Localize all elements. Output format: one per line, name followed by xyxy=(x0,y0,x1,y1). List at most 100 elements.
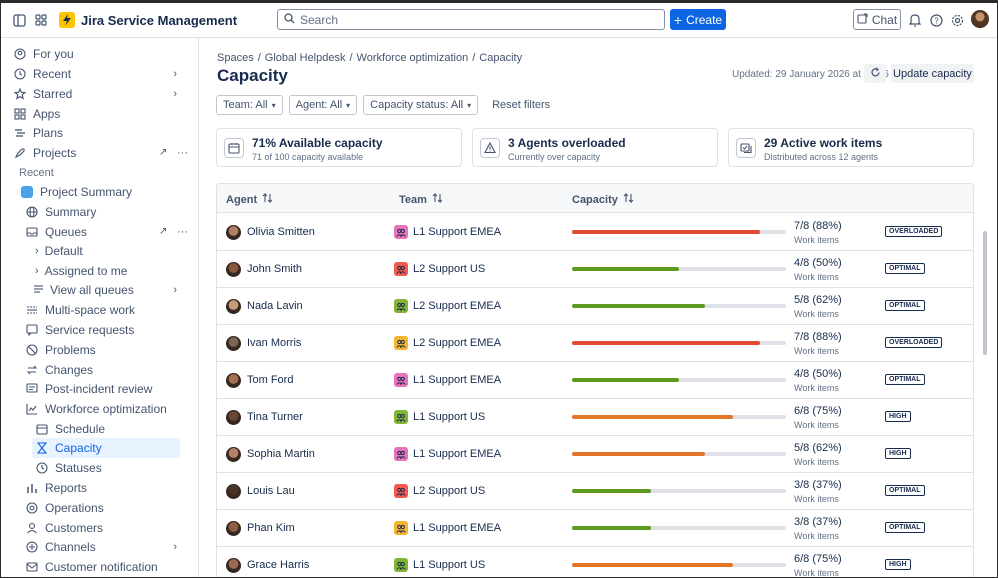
sidebar-item-view-all-queues[interactable]: View all queues › xyxy=(33,280,189,299)
table-row[interactable]: John Smith L2 Support US 4/8 (50%) Work ite… xyxy=(217,251,973,288)
settings-gear-icon[interactable] xyxy=(948,11,966,29)
agent-name[interactable]: Tom Ford xyxy=(247,374,294,386)
table-row[interactable]: Louis Lau L2 Support US 3/8 (37%) Work item… xyxy=(217,473,973,510)
user-avatar[interactable] xyxy=(971,10,989,28)
table-row[interactable]: Ivan Morris L2 Support EMEA 7/8 (88%) Work … xyxy=(217,325,973,362)
column-label: Team xyxy=(399,193,427,206)
app-logo[interactable]: Jira Service Management xyxy=(59,12,237,28)
sort-icon xyxy=(623,192,634,206)
reset-filters-button[interactable]: Reset filters xyxy=(492,99,551,111)
table-row[interactable]: Phan Kim L1 Support EMEA 3/8 (37%) Work ite… xyxy=(217,510,973,547)
agent-name[interactable]: Olivia Smitten xyxy=(247,226,315,238)
capacity-status-filter-dropdown[interactable]: Capacity status: All ▾ xyxy=(363,95,479,115)
table-row[interactable]: Tom Ford L1 Support EMEA 4/8 (50%) Work ite… xyxy=(217,362,973,399)
agent-avatar xyxy=(226,299,241,314)
table-row[interactable]: Olivia Smitten L1 Support EMEA 7/8 (88%) Wo… xyxy=(217,214,973,251)
filter-bar: Team: All ▾ Agent: All ▾ Capacity status: … xyxy=(216,95,550,115)
agent-name[interactable]: John Smith xyxy=(247,263,303,275)
column-header-capacity[interactable]: Capacity xyxy=(572,192,634,206)
breadcrumb-item[interactable]: Workforce optimization xyxy=(356,52,469,64)
external-link-icon[interactable]: ↗ xyxy=(159,147,168,158)
search-input[interactable]: Search xyxy=(277,9,665,30)
sidebar-item-customer-notification[interactable]: Customer notification xyxy=(25,557,158,576)
sidebar-item-apps[interactable]: Apps xyxy=(13,104,60,123)
team-filter-dropdown[interactable]: Team: All ▾ xyxy=(216,95,283,115)
capacity-value: 5/8 (62%) xyxy=(794,294,842,306)
sidebar-item-service-requests[interactable]: Service requests xyxy=(25,320,134,339)
card-title: 29 Active work items xyxy=(764,136,883,150)
sidebar-item-queues[interactable]: Queues ↗ ··· xyxy=(25,222,188,241)
chevron-down-icon: ▾ xyxy=(271,100,276,110)
table-row[interactable]: Sophia Martin L1 Support EMEA 5/8 (62%) Wor… xyxy=(217,436,973,473)
sidebar-item-capacity[interactable]: Capacity xyxy=(32,438,180,458)
sidebar-item-for-you[interactable]: For you xyxy=(13,44,74,63)
scrollbar[interactable] xyxy=(983,231,987,355)
sidebar-label: Schedule xyxy=(55,421,106,436)
chat-button[interactable]: Chat xyxy=(853,9,901,30)
agent-filter-dropdown[interactable]: Agent: All ▾ xyxy=(288,95,358,115)
sidebar-item-recent[interactable]: Recent › xyxy=(13,64,189,83)
agent-name[interactable]: Phan Kim xyxy=(247,522,295,534)
sidebar-item-reports[interactable]: Reports xyxy=(25,478,87,497)
sidebar-label: Projects xyxy=(33,145,77,160)
card-subtitle: 71 of 100 capacity available xyxy=(252,152,364,162)
refresh-button[interactable] xyxy=(864,64,886,83)
sidebar-label: Plans xyxy=(33,125,64,140)
app-switcher-icon[interactable] xyxy=(31,10,51,30)
more-options-icon[interactable]: ··· xyxy=(177,225,188,238)
agent-avatar xyxy=(226,225,241,240)
agent-name[interactable]: Ivan Morris xyxy=(247,337,302,349)
notifications-icon[interactable] xyxy=(906,11,924,29)
help-icon[interactable]: ? xyxy=(927,11,945,29)
agent-name[interactable]: Grace Harris xyxy=(247,559,310,571)
table-row[interactable]: Nada Lavin L2 Support EMEA 5/8 (62%) Work i… xyxy=(217,288,973,325)
capacity-sub-label: Work items xyxy=(794,272,839,282)
sidebar-item-multi-space-work[interactable]: Multi-space work xyxy=(25,300,135,319)
sidebar-item-starred[interactable]: Starred › xyxy=(13,84,189,103)
table-row[interactable]: Tina Turner L1 Support US 6/8 (75%) Work it… xyxy=(217,399,973,436)
sidebar-item-post-incident-review[interactable]: Post-incident review xyxy=(25,379,152,398)
create-label: Create xyxy=(686,12,723,27)
updated-timestamp: Updated: 29 January 2026 at 14:36 xyxy=(732,69,889,80)
sidebar-item-project-summary[interactable]: Project Summary xyxy=(20,182,132,201)
agent-name[interactable]: Tina Turner xyxy=(247,411,303,423)
sidebar-item-statuses[interactable]: Statuses xyxy=(35,458,102,477)
sidebar-label: Workforce optimization xyxy=(45,401,167,416)
breadcrumb-item[interactable]: Capacity xyxy=(479,52,523,64)
external-link-icon[interactable]: ↗ xyxy=(159,226,168,237)
table-row[interactable]: Grace Harris L1 Support US 6/8 (75%) Work i… xyxy=(217,547,973,577)
sidebar-item-workforce-optimization[interactable]: Workforce optimization xyxy=(25,399,167,418)
line-chart-icon xyxy=(25,402,39,416)
agent-name[interactable]: Nada Lavin xyxy=(247,300,303,312)
sidebar-item-operations[interactable]: Operations xyxy=(25,498,104,517)
create-button[interactable]: + Create xyxy=(670,9,726,30)
breadcrumb-item[interactable]: Global Helpdesk xyxy=(264,52,346,64)
sidebar-item-projects[interactable]: Projects ↗ ··· xyxy=(13,143,189,162)
breadcrumb-item[interactable]: Spaces xyxy=(217,52,254,64)
sidebar-item-channels[interactable]: Channels › xyxy=(25,537,189,556)
more-options-icon[interactable]: ··· xyxy=(177,146,188,159)
sidebar-toggle-icon[interactable] xyxy=(9,10,29,30)
sidebar: For you Recent › Starred › Apps Plans Pr… xyxy=(1,38,199,577)
column-header-team[interactable]: Team xyxy=(399,192,443,206)
sidebar-item-problems[interactable]: Problems xyxy=(25,340,96,359)
sidebar-item-assigned-to-me[interactable]: › Assigned to me xyxy=(35,261,127,280)
update-capacity-button[interactable]: Update capacity xyxy=(891,64,974,83)
sidebar-item-default[interactable]: › Default xyxy=(35,241,83,260)
sidebar-item-plans[interactable]: Plans xyxy=(13,123,63,142)
sort-icon xyxy=(262,192,273,206)
agent-name[interactable]: Louis Lau xyxy=(247,485,295,497)
team-name: L2 Support EMEA xyxy=(413,300,502,312)
sidebar-item-changes[interactable]: Changes xyxy=(25,360,93,379)
column-header-agent[interactable]: Agent xyxy=(226,192,273,206)
calendar-icon xyxy=(224,138,244,158)
capacity-sub-label: Work items xyxy=(794,309,839,319)
sidebar-item-summary[interactable]: Summary xyxy=(25,202,96,221)
sidebar-label: Service requests xyxy=(45,322,135,337)
sidebar-item-schedule[interactable]: Schedule xyxy=(35,419,105,438)
sidebar-item-customers[interactable]: Customers xyxy=(25,518,103,537)
agent-avatar xyxy=(226,521,241,536)
summary-card-available-capacity: 71% Available capacity 71 of 100 capacit… xyxy=(216,128,462,167)
agent-name[interactable]: Sophia Martin xyxy=(247,448,315,460)
team-name: L1 Support US xyxy=(413,411,486,423)
